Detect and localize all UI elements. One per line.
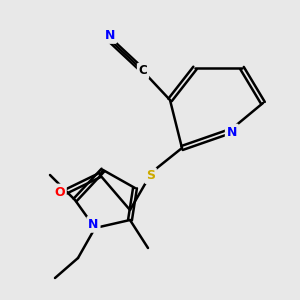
- Text: N: N: [105, 29, 115, 42]
- Text: O: O: [54, 185, 65, 199]
- Text: C: C: [139, 64, 147, 77]
- Text: N: N: [227, 125, 237, 139]
- Text: S: S: [146, 169, 155, 182]
- Text: N: N: [88, 218, 99, 231]
